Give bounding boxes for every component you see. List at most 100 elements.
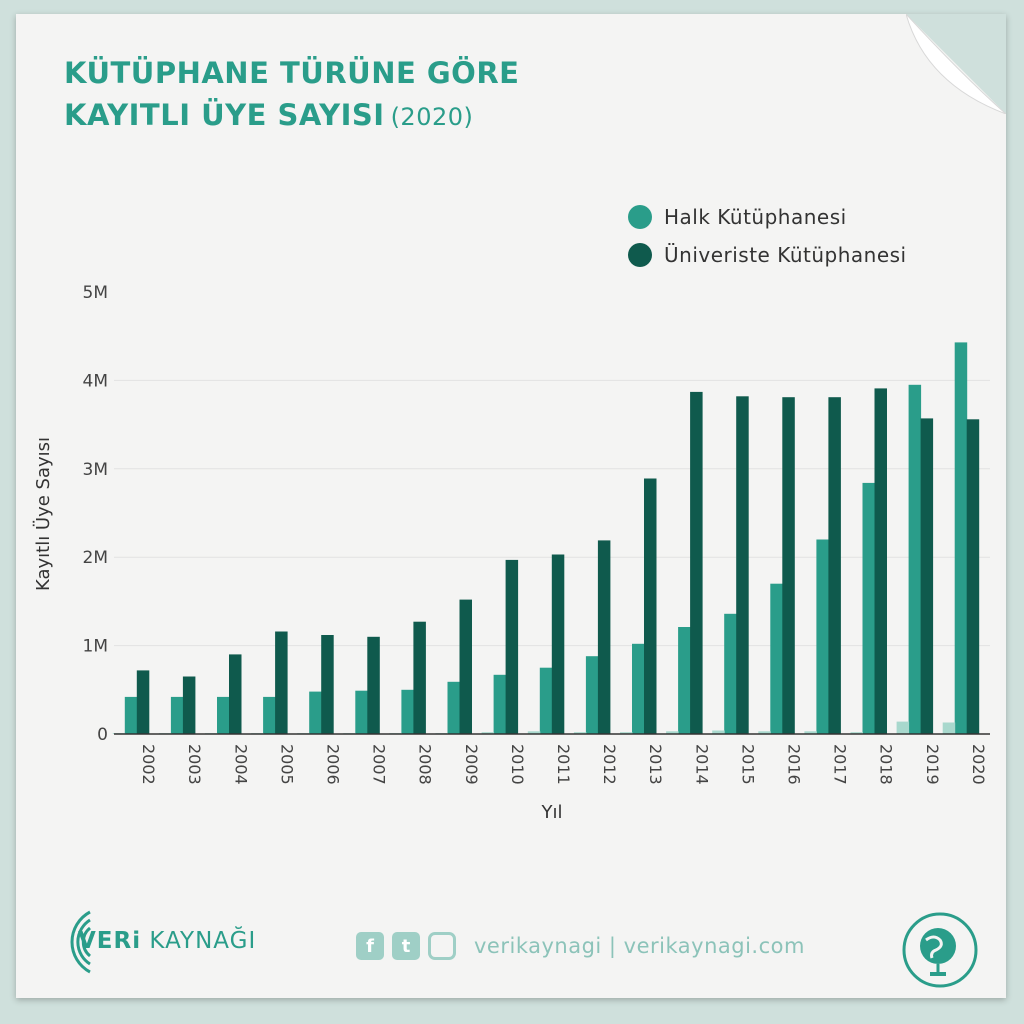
instagram-icon[interactable] <box>428 932 456 960</box>
bar-series0-2011 <box>539 667 553 734</box>
bar-series0-2008 <box>401 689 414 734</box>
social-links: f t verikaynagi | verikaynagi.com <box>356 932 805 960</box>
y-tick-label: 5M <box>83 283 108 303</box>
x-tick-label: 2018 <box>877 744 896 785</box>
y-tick-labels: 0 1M 2M 3M 4M 5M <box>83 283 108 745</box>
bar-series1-2018 <box>874 388 887 734</box>
facebook-icon[interactable]: f <box>356 932 384 960</box>
x-axis-label: Yıl <box>541 802 563 823</box>
bar-series1-2013 <box>644 478 657 734</box>
bar-series1-2007 <box>367 636 380 734</box>
bar-series0-2003 <box>170 696 184 734</box>
bar-series2-2012 <box>573 732 587 734</box>
legend-dot-halk <box>628 205 652 229</box>
x-tick-label: 2004 <box>231 744 250 785</box>
bar-series2-2015 <box>712 730 725 734</box>
legend-label-universite: Üniveriste Kütüphanesi <box>664 243 907 267</box>
legend-item-universite: Üniveriste Kütüphanesi <box>628 236 907 274</box>
bar-series1-2002 <box>136 670 150 734</box>
bar-series1-2005 <box>275 631 288 734</box>
x-tick-label: 2005 <box>277 744 296 785</box>
bar-series1-2019 <box>920 418 934 734</box>
x-tick-label: 2019 <box>923 744 942 785</box>
bars <box>112 342 980 734</box>
bar-series0-2019 <box>908 384 922 734</box>
bar-series1-2008 <box>413 621 426 734</box>
bar-series0-2017 <box>816 539 829 734</box>
bar-series1-2016 <box>782 397 795 734</box>
bar-series0-2007 <box>355 690 368 734</box>
title-year: (2020) <box>390 103 474 131</box>
bar-series0-2018 <box>862 482 875 734</box>
y-tick-label: 4M <box>83 371 108 391</box>
legend-dot-universite <box>628 243 652 267</box>
x-tick-label: 2003 <box>185 744 204 785</box>
bar-series0-2013 <box>632 643 645 734</box>
bar-series1-2017 <box>828 397 841 734</box>
x-tick-label: 2007 <box>370 744 389 785</box>
bar-series0-2015 <box>724 613 737 734</box>
bar-series1-2014 <box>690 391 703 734</box>
bar-series1-2012 <box>597 540 611 734</box>
footer: VERi KAYNAĞI f t verikaynagi | verikayna… <box>0 890 1024 1000</box>
bar-series2-2020 <box>942 722 956 734</box>
bar-series0-2002 <box>124 696 138 734</box>
y-tick-label: 1M <box>83 637 108 657</box>
x-tick-label: 2014 <box>692 744 711 785</box>
legend-label-halk: Halk Kütüphanesi <box>664 205 847 229</box>
brand-rest: KAYNAĞI <box>141 928 257 954</box>
bar-series2-2013 <box>620 732 633 734</box>
paper-background <box>16 14 1006 998</box>
title-line-1: KÜTÜPHANE TÜRÜNE GÖRE <box>64 56 520 90</box>
bar-series1-2020 <box>966 419 980 734</box>
bar-series0-2009 <box>447 681 460 734</box>
bar-series0-2016 <box>770 583 783 734</box>
x-tick-label: 2013 <box>646 744 665 785</box>
x-tick-label: 2010 <box>508 744 527 785</box>
globe-badge-icon <box>902 912 978 988</box>
veri-kaynagi-logo-icon <box>70 910 92 974</box>
bar-series2-2014 <box>666 731 679 734</box>
legend: Halk Kütüphanesi Üniveriste Kütüphanesi <box>628 198 907 274</box>
chart-title: KÜTÜPHANE TÜRÜNE GÖRE KAYITLI ÜYE SAYISI… <box>64 52 519 138</box>
x-tick-labels: 2002 2003 2004 2005 2006 2007 2008 2009 2010 2011… <box>139 744 988 785</box>
legend-item-halk: Halk Kütüphanesi <box>628 198 907 236</box>
y-axis-label: Kayıtlı Üye Sayısı <box>32 437 54 591</box>
bar-series1-2004 <box>229 654 242 734</box>
bar-series0-2006 <box>309 691 322 734</box>
bar-series0-2012 <box>585 656 599 734</box>
bar-series2-2016 <box>758 731 771 734</box>
brand-bold: VERi <box>78 928 142 954</box>
y-tick-label: 3M <box>83 460 108 480</box>
bar-series1-2010 <box>505 559 519 734</box>
bar-series2-2010 <box>481 732 495 734</box>
x-tick-label: 2015 <box>738 744 757 785</box>
bar-series2-2011 <box>527 731 541 734</box>
bar-series2-2017 <box>804 731 817 734</box>
x-tick-label: 2002 <box>139 744 158 785</box>
bar-series1-2003 <box>182 676 196 734</box>
page-curl <box>906 14 1006 114</box>
x-tick-label: 2012 <box>600 744 619 785</box>
social-handle-text: verikaynagi | verikaynagi.com <box>474 934 805 958</box>
x-tick-label: 2011 <box>554 744 573 785</box>
bar-series1-2006 <box>321 635 334 734</box>
bar-series0-2020 <box>954 342 968 734</box>
title-line-2: KAYITLI ÜYE SAYISI <box>64 98 385 132</box>
bar-series1-2015 <box>736 396 749 734</box>
x-tick-label: 2020 <box>969 744 988 785</box>
x-tick-label: 2016 <box>785 744 804 785</box>
bar-series0-2014 <box>678 627 691 734</box>
twitter-icon[interactable]: t <box>392 932 420 960</box>
y-tick-label: 2M <box>83 548 108 568</box>
bar-series0-2010 <box>493 674 507 734</box>
bar-series2-2018 <box>850 732 863 734</box>
bar-series0-2004 <box>217 696 230 734</box>
x-tick-label: 2006 <box>324 744 343 785</box>
x-tick-label: 2008 <box>416 744 435 785</box>
x-tick-label: 2009 <box>462 744 481 785</box>
y-tick-label: 0 <box>97 725 108 745</box>
bar-series2-2019 <box>896 721 910 734</box>
bar-series0-2005 <box>263 696 276 734</box>
